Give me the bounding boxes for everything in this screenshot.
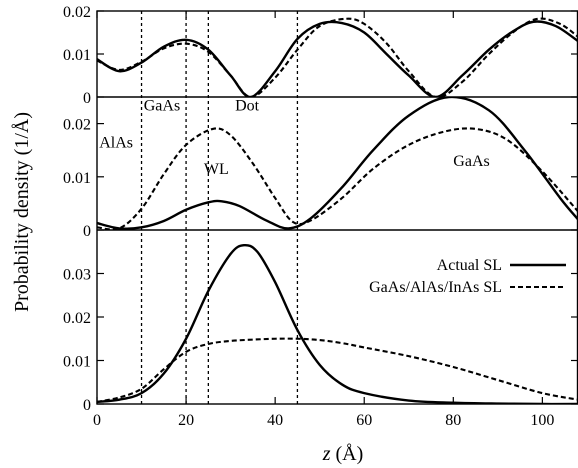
layer-boundary-lines xyxy=(140,11,299,404)
chart-panels: 0 0.01 0.02 0 0.01 0.02 AlAs GaAs Dot WL GaAs 0 0.01… xyxy=(63,4,578,414)
x-axis: 0 20 40 60 80 100 xyxy=(93,11,554,429)
y-tick-label-middle: 0 xyxy=(83,223,91,240)
y-tick-label-bottom: 0.02 xyxy=(63,310,91,327)
y-axis-title: Probability density (1/Å) xyxy=(11,112,33,312)
y-tick-label-middle: 0.01 xyxy=(63,170,91,187)
series-line-dashed-middle xyxy=(97,127,578,230)
x-axis-variable: z xyxy=(322,443,331,465)
series-group-top xyxy=(97,17,578,97)
legend-label: Actual SL xyxy=(437,257,502,274)
y-tick-label-bottom: 0.03 xyxy=(63,267,91,284)
series-group-bottom xyxy=(97,243,578,404)
region-label: WL xyxy=(204,161,229,178)
x-tick-label: 100 xyxy=(530,412,554,429)
panel-top: 0 0.01 0.02 xyxy=(63,4,578,107)
x-tick-label: 80 xyxy=(445,412,461,429)
x-tick-label: 60 xyxy=(356,412,372,429)
region-label: GaAs xyxy=(453,153,489,170)
region-label: AlAs xyxy=(99,135,133,152)
legend-label: GaAs/AlAs/InAs SL xyxy=(369,279,502,296)
x-tick-label: 20 xyxy=(178,412,194,429)
region-label: Dot xyxy=(235,97,260,114)
panel-frames xyxy=(96,10,578,405)
x-axis-title: z (Å) xyxy=(322,443,364,465)
y-tick-label-top: 0.02 xyxy=(63,4,91,21)
y-tick-label-top: 0.01 xyxy=(63,47,91,64)
y-tick-label-bottom: 0 xyxy=(83,397,91,414)
plot-frame xyxy=(96,10,578,405)
series-line-solid-bottom xyxy=(97,243,578,404)
region-label: GaAs xyxy=(144,97,180,114)
legend: Actual SL GaAs/AlAs/InAs SL xyxy=(369,257,566,296)
y-tick-label-top: 0 xyxy=(83,90,91,107)
x-tick-label: 40 xyxy=(267,412,283,429)
panel-middle: 0 0.01 0.02 AlAs GaAs Dot WL GaAs xyxy=(63,97,578,240)
y-tick-label-middle: 0.02 xyxy=(63,117,91,134)
series-line-solid-top xyxy=(97,20,578,97)
series-line-dashed-bottom xyxy=(97,337,578,403)
series-group-middle xyxy=(97,97,578,230)
y-tick-label-bottom: 0.01 xyxy=(63,354,91,371)
series-line-dashed-top xyxy=(97,17,578,97)
x-tick-label: 0 xyxy=(93,412,101,429)
x-axis-unit: (Å) xyxy=(331,443,364,465)
series-line-solid-middle xyxy=(97,97,578,230)
